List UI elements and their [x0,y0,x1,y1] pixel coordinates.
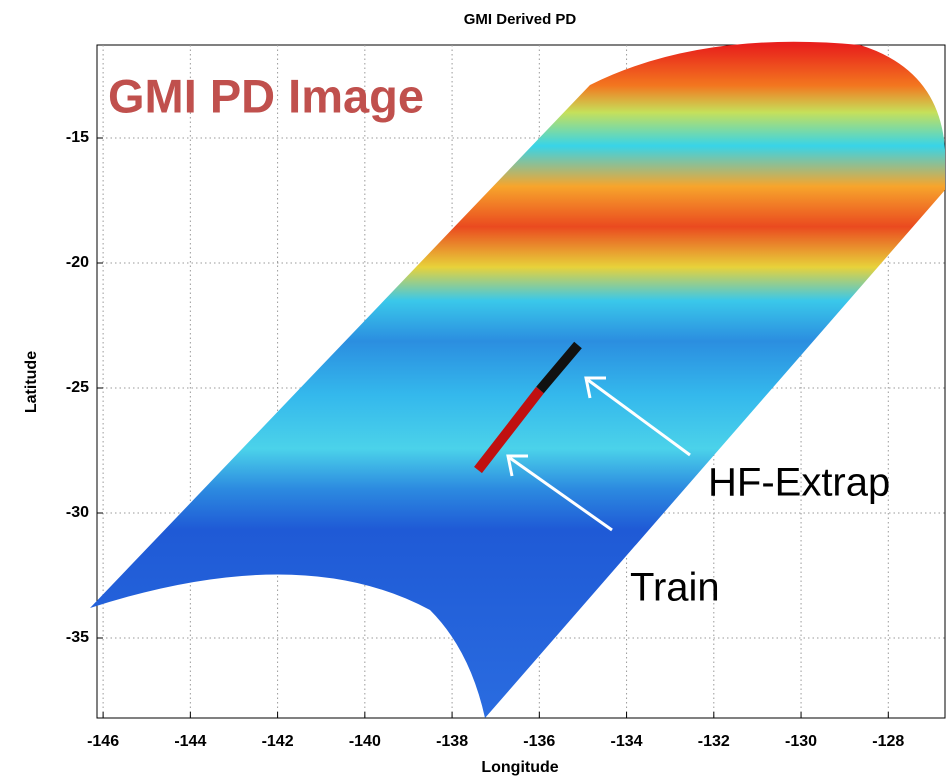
x-axis-label: Longitude [481,759,558,776]
x-tick-label: -138 [436,733,468,750]
chart-title: GMI Derived PD [464,11,577,28]
page: {"chart_data": {"type": "map", "title": … [0,0,950,779]
overlay-title: GMI PD Image [108,69,424,122]
y-tick-label: -20 [66,254,89,271]
chart: GMI Derived PD Longitude Latitude GMI PD… [0,0,950,779]
x-tick-label: -130 [785,733,817,750]
hf-extrap-label: HF-Extrap [708,461,890,505]
y-tick-label: -15 [66,129,89,146]
y-axis-label: Latitude [23,351,40,413]
x-tick-label: -144 [174,733,206,750]
x-tick-label: -140 [349,733,381,750]
y-tick-label: -25 [66,379,89,396]
x-tick-label: -136 [523,733,555,750]
x-tick-label: -128 [872,733,904,750]
x-tick-label: -132 [698,733,730,750]
y-tick-label: -35 [66,629,89,646]
x-tick-label: -146 [87,733,119,750]
y-tick-label: -30 [66,504,89,521]
x-tick-label: -142 [262,733,294,750]
x-tick-label: -134 [611,733,643,750]
train-label: Train [630,566,720,610]
